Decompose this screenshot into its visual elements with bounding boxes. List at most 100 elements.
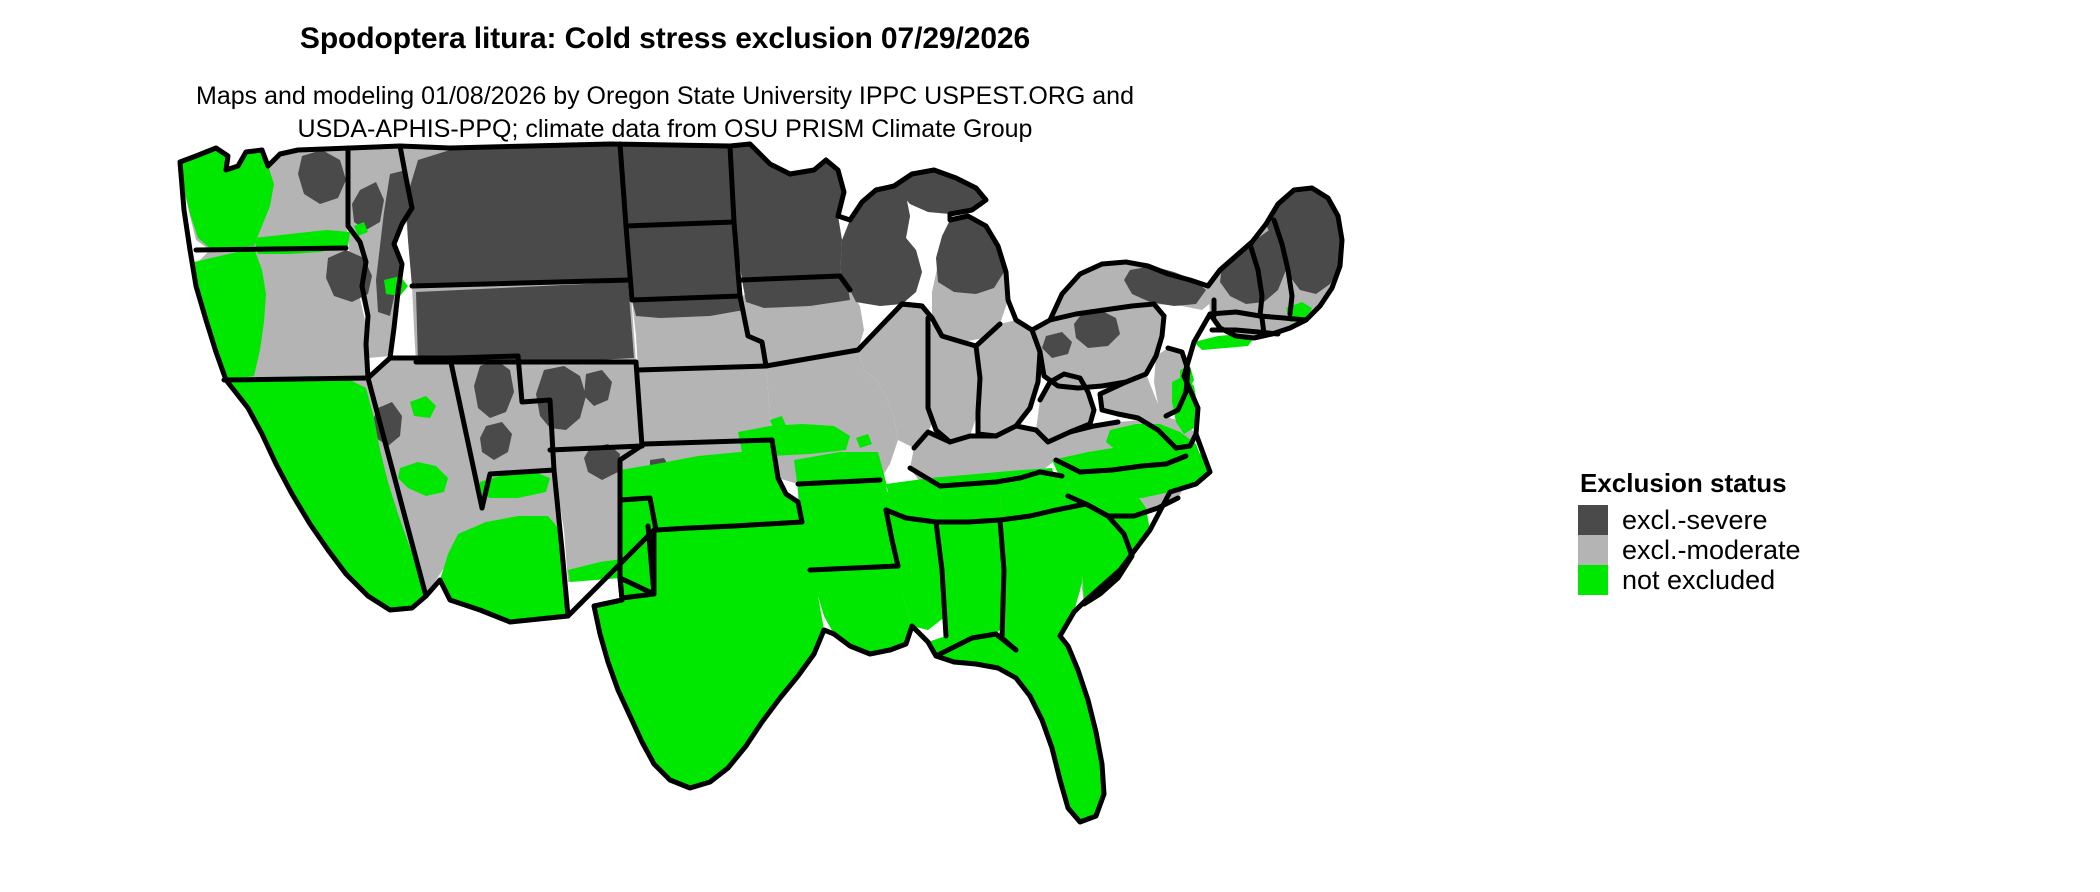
border-az-nm xyxy=(551,467,571,619)
border-nc-va xyxy=(1053,453,1189,475)
border-wa-or xyxy=(193,245,349,253)
legend-label-not-excluded: not excluded xyxy=(1622,565,1776,595)
green-louisiana xyxy=(810,566,912,654)
border-nm-tx xyxy=(617,497,657,601)
border-mo-ar xyxy=(795,477,883,487)
green-az-strip xyxy=(478,472,550,498)
border-in-oh xyxy=(973,343,999,439)
severe-south-dakota xyxy=(626,222,740,300)
state-borders xyxy=(177,141,1345,825)
legend-label-excl-severe: excl.-severe xyxy=(1622,505,1768,535)
severe-ny-catskills xyxy=(1074,310,1120,348)
state-illinois xyxy=(858,304,942,448)
state-west-virginia xyxy=(1036,374,1094,442)
border-ca-nv xyxy=(365,355,429,599)
border-ne-ks xyxy=(635,363,769,373)
legend-item-excl-moderate: excl.-moderate xyxy=(1578,535,2018,565)
severe-utah-mtns xyxy=(474,360,514,418)
border-ky-tn xyxy=(907,465,1065,489)
border-sc-nc xyxy=(1065,493,1181,519)
subtitle-line-1: Maps and modeling 01/08/2026 by Oregon S… xyxy=(196,82,1134,110)
severe-michigan-up xyxy=(894,170,986,214)
border-ar-ms xyxy=(883,507,901,569)
severe-pa-mtns xyxy=(1042,332,1072,358)
green-oklahoma xyxy=(620,450,802,530)
severe-minnesota xyxy=(730,144,844,280)
border-ga-fl xyxy=(933,631,1019,659)
legend-item-excl-severe: excl.-severe xyxy=(1578,505,2018,535)
green-speck-3 xyxy=(856,434,872,448)
border-mi-in-oh xyxy=(929,315,1003,349)
border-mo-ks-ok xyxy=(769,437,805,525)
legend-title: Exclusion status xyxy=(1580,468,1787,498)
border-sd-ne xyxy=(629,293,743,303)
border-ms-al xyxy=(933,519,949,639)
green-nevada-south xyxy=(398,462,448,496)
border-ia-mo xyxy=(763,347,861,369)
severe-wa-cascades xyxy=(298,150,346,204)
border-nh-me xyxy=(1271,217,1295,317)
border-vt-nh xyxy=(1247,241,1265,319)
border-ct-ri-south xyxy=(1209,327,1281,337)
severe-speck-1 xyxy=(506,322,530,342)
border-nd-mn xyxy=(727,143,743,299)
border-or-ca xyxy=(221,375,371,383)
green-kansas-se xyxy=(738,424,850,456)
state-kansas xyxy=(638,366,772,444)
green-southern-arizona xyxy=(440,516,568,622)
border-mt-wy xyxy=(409,277,633,289)
green-speck-4 xyxy=(1094,450,1110,464)
border-il-in xyxy=(925,315,953,445)
border-ok-tx xyxy=(617,495,805,533)
border-ne-ia xyxy=(737,293,769,369)
us-choropleth-map xyxy=(150,130,1570,890)
subtitle-line-2: USDA-APHIS-PPQ; climate data from OSU PR… xyxy=(297,115,1033,143)
map-svg xyxy=(177,141,1345,825)
green-tennessee-west xyxy=(886,468,1056,494)
severe-wyoming xyxy=(416,282,634,364)
severe-iowa-north xyxy=(742,276,850,308)
severe-montana xyxy=(406,144,630,286)
severe-michigan-north xyxy=(936,216,1004,294)
green-alabama xyxy=(940,482,1008,638)
green-speck-1 xyxy=(354,222,368,236)
legend-swatch-not-excluded xyxy=(1578,565,1608,595)
green-texas xyxy=(594,496,824,788)
severe-north-dakota xyxy=(620,144,734,226)
border-ma-ct-ri xyxy=(1207,309,1309,323)
border-pa-nj-md xyxy=(1097,313,1167,417)
state-ohio xyxy=(976,320,1040,436)
green-georgia xyxy=(1000,474,1084,650)
border-wi-il xyxy=(899,301,935,321)
border-ut-co xyxy=(515,353,557,473)
border-wv-pa xyxy=(1037,349,1129,391)
map-severe-layer xyxy=(298,144,1342,502)
border-nd-sd xyxy=(623,219,737,229)
border-ri-ma xyxy=(1259,315,1267,337)
green-arkansas xyxy=(794,452,898,570)
border-wa-id xyxy=(345,145,369,289)
border-ny-ne xyxy=(1205,239,1255,289)
severe-utah-mtns2 xyxy=(480,422,512,460)
page-title: Spodoptera litura: Cold stress exclusion… xyxy=(299,22,1031,55)
border-id-wy-ut xyxy=(387,353,521,361)
severe-new-mexico-north xyxy=(584,444,620,480)
border-id-mt xyxy=(387,143,415,361)
green-nevada-spot xyxy=(410,396,436,418)
border-ut-az xyxy=(479,467,557,511)
severe-wisconsin xyxy=(840,186,922,306)
green-speck-2 xyxy=(770,416,786,430)
border-nv-ut xyxy=(447,355,485,511)
border-ks-ok xyxy=(641,437,775,447)
border-md-va xyxy=(1115,411,1199,451)
border-co-ks-ok xyxy=(617,359,647,503)
green-california xyxy=(226,376,426,610)
severe-idaho-blob xyxy=(352,182,384,230)
green-western-washington xyxy=(180,148,274,250)
legend-swatch-excl-severe xyxy=(1578,505,1608,535)
border-pa-ny xyxy=(1047,301,1167,323)
severe-colorado-rockies2 xyxy=(584,370,612,406)
figure-subtitle: Maps and modeling 01/08/2026 by Oregon S… xyxy=(0,80,1330,146)
state-indiana xyxy=(928,318,980,442)
